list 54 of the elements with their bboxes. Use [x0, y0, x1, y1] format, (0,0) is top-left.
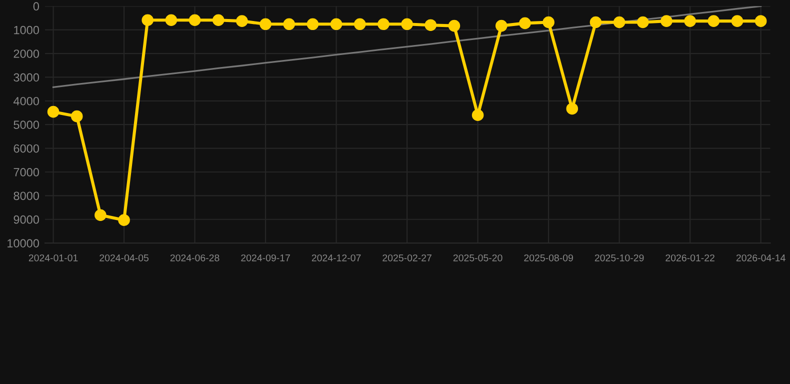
point — [590, 16, 602, 28]
point — [306, 18, 319, 30]
y-tick-label: 3000 — [14, 73, 40, 82]
point — [754, 15, 767, 27]
x-tick-label: 2025-10-29 — [594, 254, 644, 262]
x-tick-label: 2024-01-01 — [28, 254, 78, 262]
y-tick-label: 2000 — [14, 50, 40, 58]
point — [330, 18, 342, 30]
point — [378, 18, 390, 30]
point — [70, 110, 83, 122]
point — [636, 16, 649, 28]
point — [448, 20, 460, 32]
y-tick-label: 10000 — [8, 239, 40, 248]
y-tick-label: 9000 — [14, 215, 40, 224]
y-tick-label: 7000 — [14, 168, 40, 176]
y-tick-label: 1000 — [14, 26, 40, 34]
point — [260, 18, 272, 30]
x-tick-label: 2025-02-27 — [382, 254, 432, 262]
point — [684, 15, 696, 27]
y-tick-label: 4000 — [13, 96, 40, 106]
y-tick-label: 8000 — [14, 192, 40, 200]
x-tick-label: 2024-04-05 — [100, 254, 148, 262]
point — [731, 15, 744, 27]
point — [660, 15, 672, 27]
y-tick-label: 6000 — [14, 144, 40, 153]
x-tick-label: 2025-08-09 — [524, 254, 573, 262]
x-tick-label: 2024-09-17 — [241, 254, 290, 262]
point — [118, 214, 130, 226]
y-tick-label: 5000 — [14, 120, 40, 129]
x-tick-label: 2026-01-22 — [666, 254, 714, 262]
x-tick-label: 2025-05-20 — [453, 254, 502, 262]
y-tick-label: 0 — [33, 2, 40, 11]
x-tick-label: 2024-06-28 — [170, 254, 220, 262]
x-tick-label: 2024-12-07 — [312, 254, 361, 262]
point — [283, 18, 296, 30]
x-tick-label: 2026-04-14 — [736, 254, 786, 262]
point — [165, 14, 178, 26]
point — [142, 14, 154, 26]
point — [566, 102, 578, 115]
point — [542, 16, 554, 28]
line-series — [52, 6, 762, 88]
point — [495, 20, 508, 32]
point — [708, 15, 720, 27]
point — [424, 19, 437, 31]
point — [94, 209, 106, 222]
point — [47, 106, 60, 118]
point — [236, 15, 248, 27]
point — [212, 14, 224, 26]
point — [519, 17, 531, 30]
point — [188, 14, 201, 26]
point — [613, 16, 626, 28]
point — [472, 109, 484, 122]
point — [401, 18, 413, 30]
point — [354, 18, 366, 30]
